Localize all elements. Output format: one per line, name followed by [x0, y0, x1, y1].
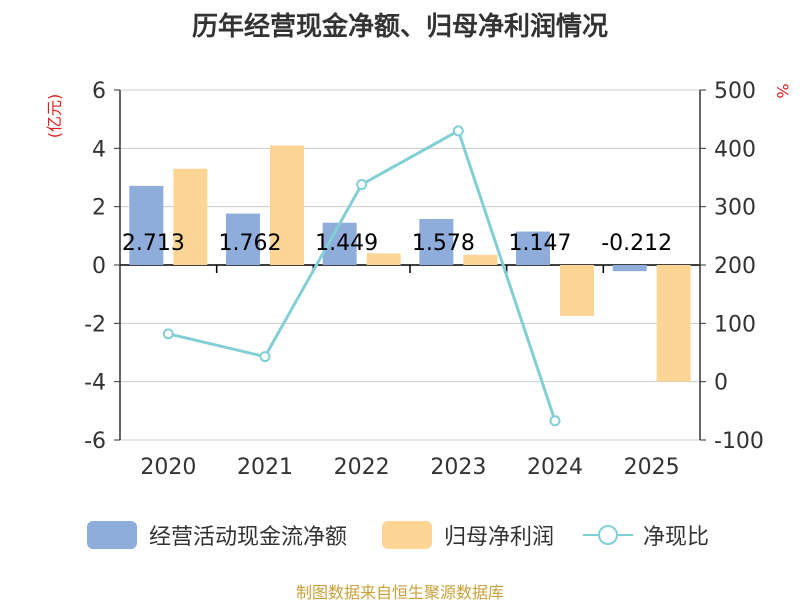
left-axis-tick-label: 0: [92, 254, 106, 279]
x-axis-tick-label: 2023: [430, 455, 486, 480]
ratio-point: [452, 125, 464, 137]
data-labels: 2.713 1.762 1.449 1.578 1.147 -0.212: [122, 231, 672, 256]
cashflow-data-label: -0.212: [601, 231, 672, 256]
net-profit-bar: [173, 168, 208, 265]
ratio-line: [167, 128, 557, 422]
left-axis-tick-label: 2: [92, 196, 106, 221]
source-note: 制图数据来自恒生聚源数据库: [295, 583, 504, 602]
net-profit-bar: [270, 145, 304, 265]
cashflow-data-label: 1.449: [315, 231, 378, 256]
cashflow-bar: [419, 218, 454, 265]
left-axis-tick-label: -6: [84, 429, 106, 454]
right-axis-tick-label: 300: [714, 196, 756, 221]
ratio-line-series: [162, 125, 561, 427]
x-axis-tick-label: 2020: [140, 455, 196, 480]
right-axis-tick-label: 100: [714, 312, 756, 337]
legend-label-net-profit: 归母净利润: [444, 525, 555, 550]
ratio-point: [356, 179, 368, 190]
cashflow-swatch: [87, 521, 137, 549]
right-axis-unit-label: %: [773, 83, 792, 98]
cashflow-bar: [226, 213, 260, 265]
left-axis-tick-label: 6: [92, 79, 106, 104]
ratio-point: [549, 415, 561, 427]
left-axis-unit-label: (亿元): [45, 94, 64, 139]
x-axis-tick-label: 2024: [527, 455, 583, 480]
legend-item-cashflow[interactable]: 经营活动现金流净额: [87, 517, 347, 553]
x-axis-tick-label: 2021: [237, 455, 293, 480]
x-axis-tick-label: 2025: [624, 455, 680, 480]
left-axis-tick-label: -4: [84, 371, 106, 396]
legend-item-ratio[interactable]: 净现比: [583, 517, 709, 553]
legend-label-cashflow: 经营活动现金流净额: [149, 525, 348, 550]
cashflow-bar: [612, 265, 647, 272]
bar-series: [129, 145, 691, 382]
right-axis-tick-label: 200: [714, 254, 756, 279]
net-profit-bar: [560, 265, 594, 317]
right-axis-tick-label: 400: [714, 137, 756, 162]
x-axis-tick-label: 2022: [334, 455, 390, 480]
cashflow-bar: [516, 231, 550, 265]
legend-label-ratio: 净现比: [643, 525, 710, 550]
cashflow-data-label: 2.713: [122, 231, 185, 256]
legend-item-net-profit[interactable]: 归母净利润: [382, 517, 554, 553]
ratio-line-swatch-icon: [583, 521, 633, 549]
net-profit-bar: [656, 265, 691, 382]
axes: -6 -4 -2 0 2 4 6 -100 0 100 200 300 400 500 2020 2021 20…: [84, 79, 764, 480]
net-profit-bar: [463, 254, 498, 265]
ratio-point: [162, 328, 174, 340]
cashflow-data-label: 1.762: [219, 231, 282, 256]
net-profit-swatch: [382, 521, 432, 549]
right-axis-tick-label: 500: [714, 79, 756, 104]
right-axis-tick-label: 0: [714, 371, 728, 396]
cashflow-data-label: 1.147: [509, 231, 572, 256]
left-axis-tick-label: -2: [84, 312, 106, 337]
legend: 经营活动现金流净额 归母净利润 净现比: [0, 517, 800, 553]
net-profit-bar: [366, 253, 401, 265]
left-axis-tick-label: 4: [92, 137, 106, 162]
cashflow-bar: [129, 185, 164, 265]
cashflow-data-label: 1.578: [412, 231, 475, 256]
chart-title: 历年经营现金净额、归母净利润情况: [191, 12, 608, 42]
ratio-point: [259, 351, 271, 363]
right-axis-tick-label: -100: [714, 429, 764, 454]
